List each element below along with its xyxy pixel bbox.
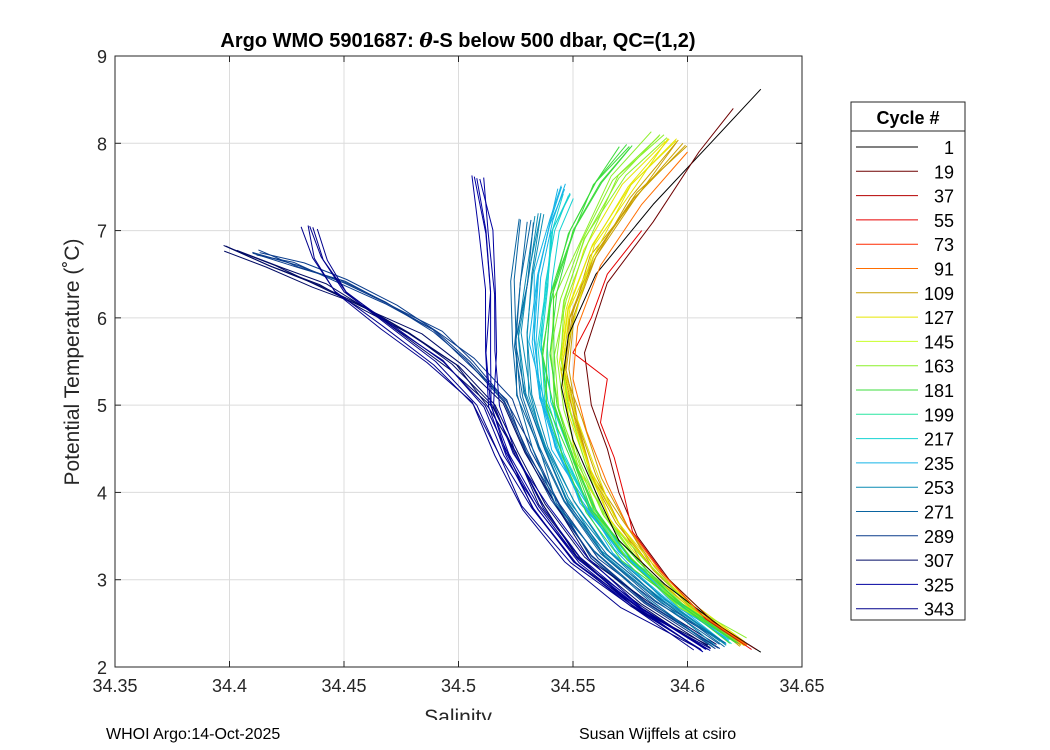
profile-line (542, 146, 737, 644)
profile-line (300, 226, 699, 649)
footer-credit: Susan Wijffels at csiro (579, 726, 737, 743)
x-axis-label: Salinity (424, 706, 492, 720)
legend-label: 1 (944, 138, 954, 158)
profile-line (483, 177, 707, 650)
x-tick-label: 34.5 (441, 676, 476, 696)
legend-title: Cycle # (876, 108, 939, 128)
y-tick-label: 5 (97, 396, 107, 416)
legend-label: 37 (934, 187, 954, 207)
chart-title-suffix: -S below 500 dbar, QC=(1,2) (433, 30, 696, 52)
legend-label: 55 (934, 211, 954, 231)
profile-line (552, 145, 739, 644)
profile-line (531, 189, 727, 640)
y-axis-ticks: 2 3 4 5 6 7 8 9 (97, 47, 802, 678)
legend-label: 91 (934, 260, 954, 280)
chart-title-prefix: Argo WMO 5901687: (220, 30, 419, 52)
legend-label: 19 (934, 162, 954, 182)
profile-line (560, 137, 747, 639)
legend-box (850, 101, 966, 621)
profile-line (513, 219, 714, 648)
x-tick-label: 34.35 (92, 676, 137, 696)
legend-label: 235 (924, 454, 954, 474)
profile-line (572, 151, 748, 646)
profile-line (584, 108, 757, 650)
profile-line (541, 146, 734, 642)
x-tick-label: 34.4 (212, 676, 247, 696)
profile-line (236, 249, 717, 645)
legend-label: 307 (924, 551, 954, 571)
profile-line (312, 227, 709, 650)
x-tick-label: 34.6 (670, 676, 705, 696)
x-axis-ticks: 34.35 34.4 34.45 34.5 34.55 34.6 34.65 (92, 56, 825, 696)
legend-label: 181 (924, 381, 954, 401)
profile-line (561, 88, 762, 653)
x-tick-label: 34.65 (779, 676, 824, 696)
series-layer (223, 88, 762, 653)
legend-label: 343 (924, 600, 954, 620)
profile-line (514, 219, 726, 644)
theta-s-chart: Argo WMO 5901687: θ-S below 500 dbar, QC… (61, 28, 966, 729)
y-tick-label: 2 (97, 658, 107, 678)
legend-label: 73 (934, 235, 954, 255)
legend-label: 109 (924, 284, 954, 304)
y-tick-label: 6 (97, 309, 107, 329)
profile-line (568, 144, 742, 646)
profile-line (316, 228, 711, 650)
y-tick-label: 7 (97, 222, 107, 242)
legend-label: 163 (924, 357, 954, 377)
profile-line (563, 142, 741, 647)
legend-label: 199 (924, 405, 954, 425)
y-tick-label: 4 (97, 483, 107, 503)
profile-line (510, 218, 714, 648)
y-axis-label: Potential Temperature (˚C) (61, 238, 84, 485)
profile-line (224, 250, 709, 646)
legend-label: 127 (924, 308, 954, 328)
profile-line (309, 226, 702, 650)
profile-line (259, 252, 726, 644)
y-tick-label: 9 (97, 47, 107, 67)
legend-label: 253 (924, 478, 954, 498)
x-tick-label: 34.55 (550, 676, 595, 696)
legend-label: 217 (924, 430, 954, 450)
legend: Cycle # 1 19 37 55 73 91 109 127 145 163 181 199 217… (850, 101, 966, 621)
profile-line (514, 222, 725, 648)
profile-line (225, 245, 701, 651)
profile-line (526, 214, 727, 646)
legend-label: 145 (924, 332, 954, 352)
profile-line (533, 185, 731, 639)
profile-line (473, 176, 704, 653)
footer-source: WHOI Argo:14-Oct-2025 (106, 726, 281, 743)
legend-label: 289 (924, 527, 954, 547)
chart-title-theta: θ (419, 28, 433, 52)
legend-label: 271 (924, 503, 954, 523)
chart-title: Argo WMO 5901687: θ-S below 500 dbar, QC… (220, 28, 695, 52)
profile-line (479, 178, 711, 652)
legend-label: 325 (924, 575, 954, 595)
legend-entries: 1 19 37 55 73 91 109 127 145 163 181 199 217 235 253 27… (856, 138, 954, 620)
x-tick-label: 34.45 (321, 676, 366, 696)
y-tick-label: 3 (97, 571, 107, 591)
y-tick-label: 8 (97, 134, 107, 154)
